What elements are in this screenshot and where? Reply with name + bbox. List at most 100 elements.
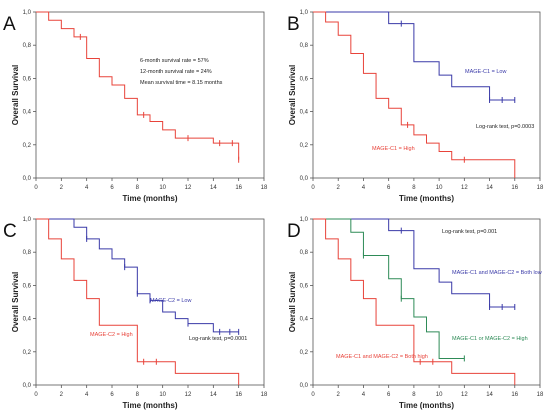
x-tick-label: 14 bbox=[210, 185, 217, 191]
panel-b: B 0 2 4 6 8 10 12 14 16 18 0,0 0,2 0,4 0,6 0,8 1,0 Time (… bbox=[287, 10, 544, 203]
x-axis-label: Time (months) bbox=[399, 194, 454, 203]
x-tick-label: 16 bbox=[235, 392, 242, 398]
y-tick-label: 0,4 bbox=[300, 317, 309, 323]
x-tick-label: 18 bbox=[261, 185, 268, 191]
survival-curve bbox=[36, 218, 240, 385]
series-label: MAGE-C2 = High bbox=[90, 332, 133, 338]
panel-c: C 0 2 4 6 8 10 12 14 16 18 0,0 0,2 0,4 0,6 0,8 1,0 Time (… bbox=[3, 217, 268, 410]
y-axis-label: Overall Survival bbox=[288, 65, 297, 125]
series-label: MAGE-C2 = Low bbox=[150, 298, 191, 304]
annotation: 6-month survival rate = 57% bbox=[140, 58, 209, 64]
survival-curve bbox=[313, 11, 515, 101]
x-tick-label: 14 bbox=[210, 392, 217, 398]
annotation: Log-rank test, p=0.001 bbox=[442, 229, 497, 235]
panel-label: B bbox=[287, 14, 300, 35]
y-tick-label: 0,6 bbox=[23, 283, 32, 289]
x-tick-label: 8 bbox=[136, 185, 140, 191]
x-tick-label: 10 bbox=[436, 392, 443, 398]
y-tick-label: 0,2 bbox=[23, 143, 32, 149]
x-tick-label: 12 bbox=[461, 185, 468, 191]
x-tick-label: 14 bbox=[486, 392, 493, 398]
x-tick-label: 2 bbox=[60, 185, 64, 191]
x-tick-label: 4 bbox=[362, 185, 366, 191]
x-tick-label: 4 bbox=[85, 392, 89, 398]
series-label: MAGE-C1 and MAGE-C2 = Both high bbox=[336, 354, 428, 360]
x-tick-label: 4 bbox=[85, 185, 89, 191]
x-axis-label: Time (months) bbox=[123, 401, 178, 410]
annotation: 12-month survival rate = 24% bbox=[140, 69, 212, 75]
y-tick-label: 0,4 bbox=[23, 110, 32, 116]
x-tick-label: 10 bbox=[159, 392, 166, 398]
y-tick-label: 0,8 bbox=[23, 250, 32, 256]
x-axis-label: Time (months) bbox=[399, 401, 454, 410]
x-tick-label: 8 bbox=[412, 185, 416, 191]
y-tick-label: 1,0 bbox=[300, 217, 309, 223]
x-tick-label: 12 bbox=[185, 185, 192, 191]
panel-label: C bbox=[3, 221, 17, 242]
x-tick-label: 12 bbox=[185, 392, 192, 398]
x-tick-label: 8 bbox=[412, 392, 416, 398]
plot-frame bbox=[312, 11, 541, 179]
x-tick-label: 12 bbox=[461, 392, 468, 398]
survival-curve bbox=[36, 218, 239, 333]
survival-curve bbox=[313, 218, 465, 359]
y-tick-label: 0,4 bbox=[23, 317, 32, 323]
y-tick-label: 0,6 bbox=[23, 76, 32, 82]
x-tick-label: 0 bbox=[34, 392, 38, 398]
y-tick-label: 0,0 bbox=[23, 383, 32, 389]
y-tick-label: 1,0 bbox=[23, 217, 32, 223]
x-tick-label: 8 bbox=[136, 392, 140, 398]
x-tick-label: 6 bbox=[110, 185, 114, 191]
y-tick-label: 0,0 bbox=[23, 176, 32, 182]
x-tick-label: 2 bbox=[337, 185, 341, 191]
y-tick-label: 0,6 bbox=[300, 283, 309, 289]
survival-curve bbox=[313, 218, 515, 308]
y-axis-label: Overall Survival bbox=[11, 272, 20, 332]
y-tick-label: 1,0 bbox=[23, 10, 32, 16]
y-tick-label: 0,8 bbox=[23, 43, 32, 49]
series-label: MAGE-C1 or MAGE-C2 = High bbox=[452, 336, 528, 342]
x-tick-label: 0 bbox=[311, 185, 315, 191]
x-axis-label: Time (months) bbox=[123, 194, 178, 203]
x-tick-label: 6 bbox=[387, 185, 391, 191]
x-tick-label: 18 bbox=[537, 185, 544, 191]
y-axis-label: Overall Survival bbox=[11, 65, 20, 125]
plot-frame bbox=[312, 218, 541, 386]
series-label: MAGE-C1 and MAGE-C2 = Both low bbox=[452, 270, 542, 276]
y-tick-label: 0,2 bbox=[300, 143, 309, 149]
survival-curve bbox=[36, 11, 240, 160]
y-tick-label: 1,0 bbox=[300, 10, 309, 16]
survival-curve bbox=[313, 11, 516, 178]
survival-curve bbox=[313, 218, 516, 385]
series-label: MAGE-C1 = High bbox=[372, 146, 415, 152]
y-tick-label: 0,2 bbox=[23, 350, 32, 356]
x-tick-label: 18 bbox=[261, 392, 268, 398]
y-tick-label: 0,4 bbox=[300, 110, 309, 116]
x-tick-label: 16 bbox=[511, 392, 518, 398]
panel-d: D 0 2 4 6 8 10 12 14 16 18 0,0 0,2 0,4 0,6 0,8 1,0 Time (… bbox=[287, 217, 544, 410]
x-tick-label: 0 bbox=[311, 392, 315, 398]
x-tick-label: 10 bbox=[159, 185, 166, 191]
series-label: MAGE-C1 = Low bbox=[465, 69, 506, 75]
y-tick-label: 0,8 bbox=[300, 250, 309, 256]
x-tick-label: 10 bbox=[436, 185, 443, 191]
y-tick-label: 0,6 bbox=[300, 76, 309, 82]
x-tick-label: 18 bbox=[537, 392, 544, 398]
x-tick-label: 0 bbox=[34, 185, 38, 191]
plot-frame bbox=[35, 218, 265, 386]
x-tick-label: 2 bbox=[60, 392, 64, 398]
y-tick-label: 0,8 bbox=[300, 43, 309, 49]
x-tick-label: 14 bbox=[486, 185, 493, 191]
annotation: Log-rank test, p=0.0001 bbox=[189, 336, 247, 342]
x-tick-label: 6 bbox=[110, 392, 114, 398]
y-tick-label: 0,0 bbox=[300, 176, 309, 182]
x-tick-label: 16 bbox=[511, 185, 518, 191]
y-tick-label: 0,0 bbox=[300, 383, 309, 389]
x-tick-label: 2 bbox=[337, 392, 341, 398]
annotation: Log-rank test, p=0.0003 bbox=[476, 124, 534, 130]
x-tick-label: 4 bbox=[362, 392, 366, 398]
y-tick-label: 0,2 bbox=[300, 350, 309, 356]
x-tick-label: 6 bbox=[387, 392, 391, 398]
x-tick-label: 16 bbox=[235, 185, 242, 191]
